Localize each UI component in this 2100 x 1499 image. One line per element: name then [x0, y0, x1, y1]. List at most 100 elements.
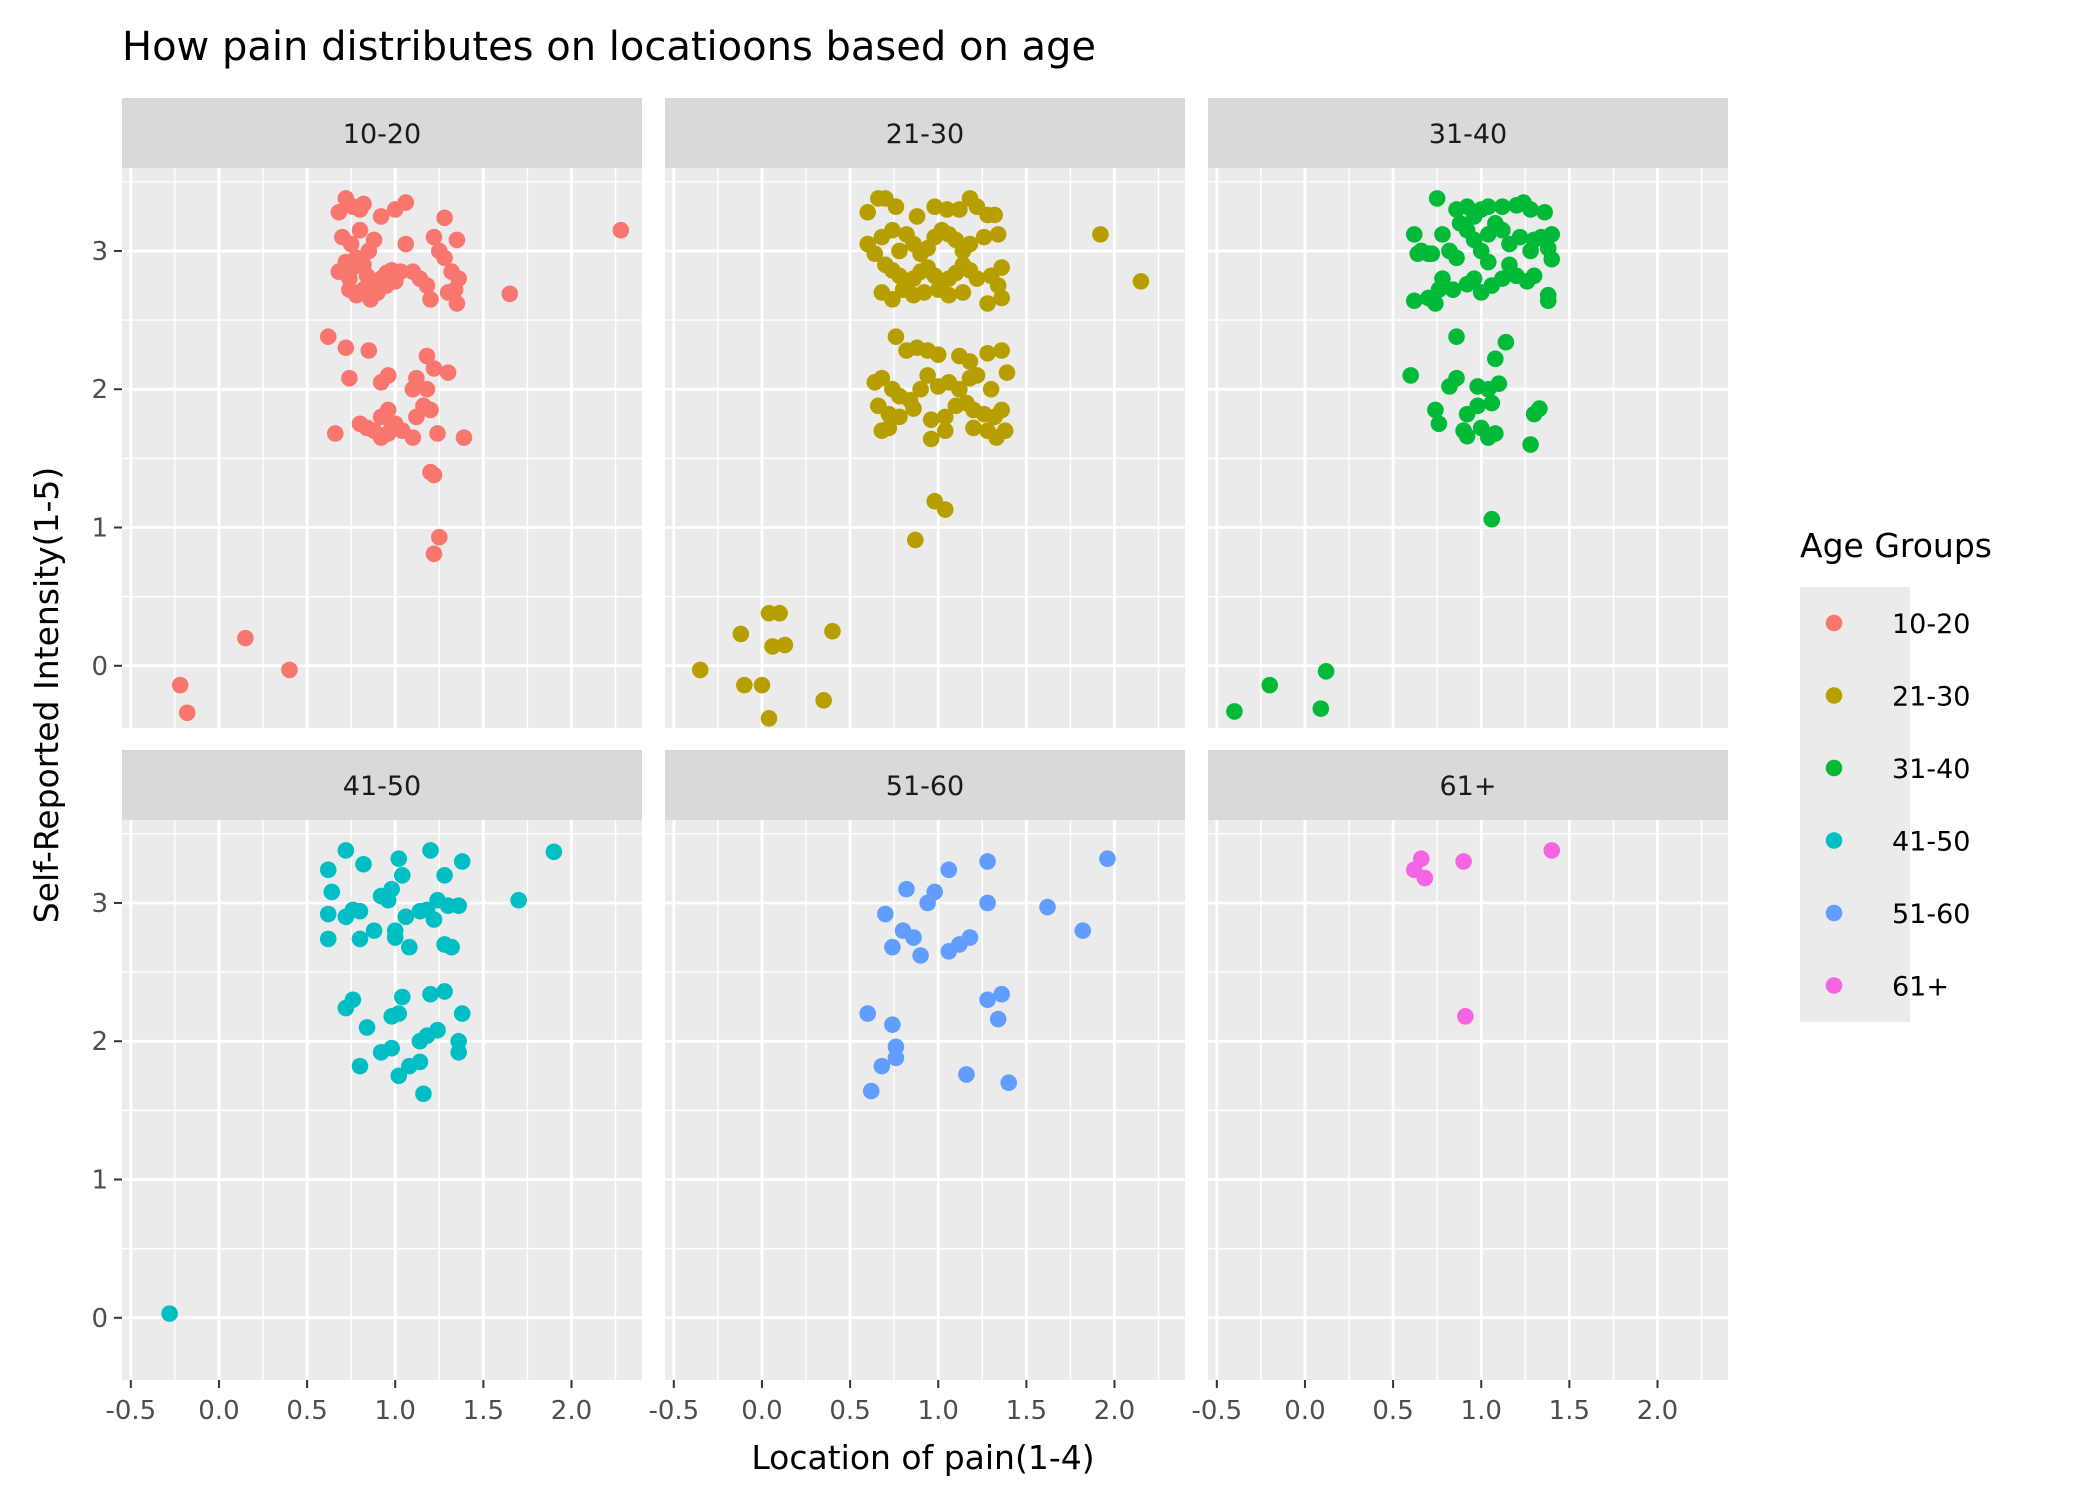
data-point: [425, 911, 443, 928]
data-point: [691, 661, 709, 679]
data-point: [1405, 292, 1423, 310]
data-point: [1099, 850, 1116, 868]
data-point: [1039, 898, 1056, 916]
data-point: [358, 1019, 376, 1036]
data-point: [898, 880, 915, 898]
data-point: [968, 367, 986, 384]
data-point: [1494, 221, 1511, 239]
data-point: [171, 676, 189, 694]
data-point: [880, 419, 898, 437]
data-point: [1472, 284, 1490, 301]
data-point: [418, 277, 436, 294]
x-tick-label: 2.0: [1094, 1396, 1135, 1426]
facet-strip-label: 61+: [1440, 771, 1497, 802]
y-tick-label: 1: [91, 514, 108, 544]
facet-strip-label: 41-50: [343, 771, 421, 802]
data-point: [1469, 397, 1486, 415]
data-point: [1497, 333, 1515, 351]
data-point: [1434, 270, 1451, 287]
y-tick-label: 3: [91, 237, 108, 267]
facet-strip-label: 31-40: [1429, 119, 1507, 150]
data-point: [372, 208, 390, 225]
data-point: [1444, 281, 1462, 298]
data-point: [1405, 226, 1423, 243]
legend-label: 61+: [1892, 972, 1949, 1003]
legend-label: 31-40: [1892, 754, 1970, 785]
data-point: [436, 249, 453, 267]
data-point: [390, 1067, 408, 1085]
data-point: [908, 208, 926, 225]
y-axis-title: Self-Reported Intensity(1-5): [27, 467, 66, 924]
data-point: [877, 905, 894, 923]
data-point: [319, 930, 337, 948]
data-point: [1465, 270, 1483, 287]
data-point: [383, 1039, 400, 1057]
data-point: [1483, 394, 1501, 412]
y-tick-label: 2: [91, 1027, 108, 1057]
data-point: [450, 897, 467, 915]
data-point: [1494, 270, 1511, 287]
data-point: [1490, 375, 1508, 393]
data-point: [178, 704, 196, 722]
data-point: [425, 360, 443, 377]
data-point: [979, 894, 996, 912]
data-point: [365, 231, 383, 249]
data-point: [545, 843, 563, 861]
data-point: [1402, 367, 1420, 384]
data-point: [422, 401, 439, 419]
legend-key-41-50: [1825, 832, 1843, 849]
data-point: [1428, 190, 1446, 207]
data-point: [873, 1057, 891, 1075]
x-tick-label: 0.5: [1372, 1396, 1413, 1426]
data-point: [951, 201, 968, 218]
data-point: [859, 1005, 877, 1022]
data-point: [337, 339, 355, 357]
data-point: [1536, 203, 1553, 221]
data-point: [351, 902, 369, 920]
data-point: [979, 295, 996, 312]
data-point: [968, 270, 986, 287]
data-point: [1539, 292, 1557, 310]
data-point: [1420, 245, 1437, 263]
data-point: [1427, 295, 1444, 312]
data-point: [323, 883, 341, 901]
data-point: [1483, 510, 1501, 528]
data-point: [408, 369, 425, 387]
data-point: [884, 291, 901, 308]
facet-panel-21-30: 21-30: [665, 98, 1185, 728]
y-tick-label: 2: [91, 375, 108, 405]
data-point: [355, 855, 372, 873]
data-point: [330, 203, 348, 221]
data-point: [341, 281, 358, 298]
facet-panel-31-40: 31-40: [1208, 98, 1728, 728]
data-point: [281, 661, 298, 679]
data-point: [993, 985, 1010, 1003]
data-point: [919, 894, 936, 912]
panel-background: [1208, 168, 1728, 728]
data-point: [379, 367, 397, 384]
x-tick-label: 2.0: [551, 1396, 592, 1426]
y-tick-label: 3: [91, 889, 108, 919]
data-point: [501, 285, 519, 303]
data-point: [1317, 663, 1335, 680]
facet-strip-label: 10-20: [343, 119, 421, 150]
data-point: [922, 411, 940, 428]
data-point: [386, 273, 404, 290]
legend-key-21-30: [1825, 687, 1843, 704]
x-tick-label: 1.5: [463, 1396, 504, 1426]
data-point: [989, 277, 1007, 294]
data-point: [1543, 226, 1561, 243]
data-point: [1434, 226, 1451, 243]
data-point: [887, 198, 905, 216]
data-point: [887, 328, 905, 345]
data-point: [401, 938, 418, 956]
data-point: [940, 286, 958, 304]
data-point: [443, 938, 460, 956]
panel-background: [122, 820, 642, 1380]
data-point: [450, 1043, 467, 1061]
data-point: [422, 985, 439, 1003]
data-point: [1261, 676, 1278, 694]
data-point: [448, 231, 466, 249]
facet-strip: [665, 750, 1185, 820]
